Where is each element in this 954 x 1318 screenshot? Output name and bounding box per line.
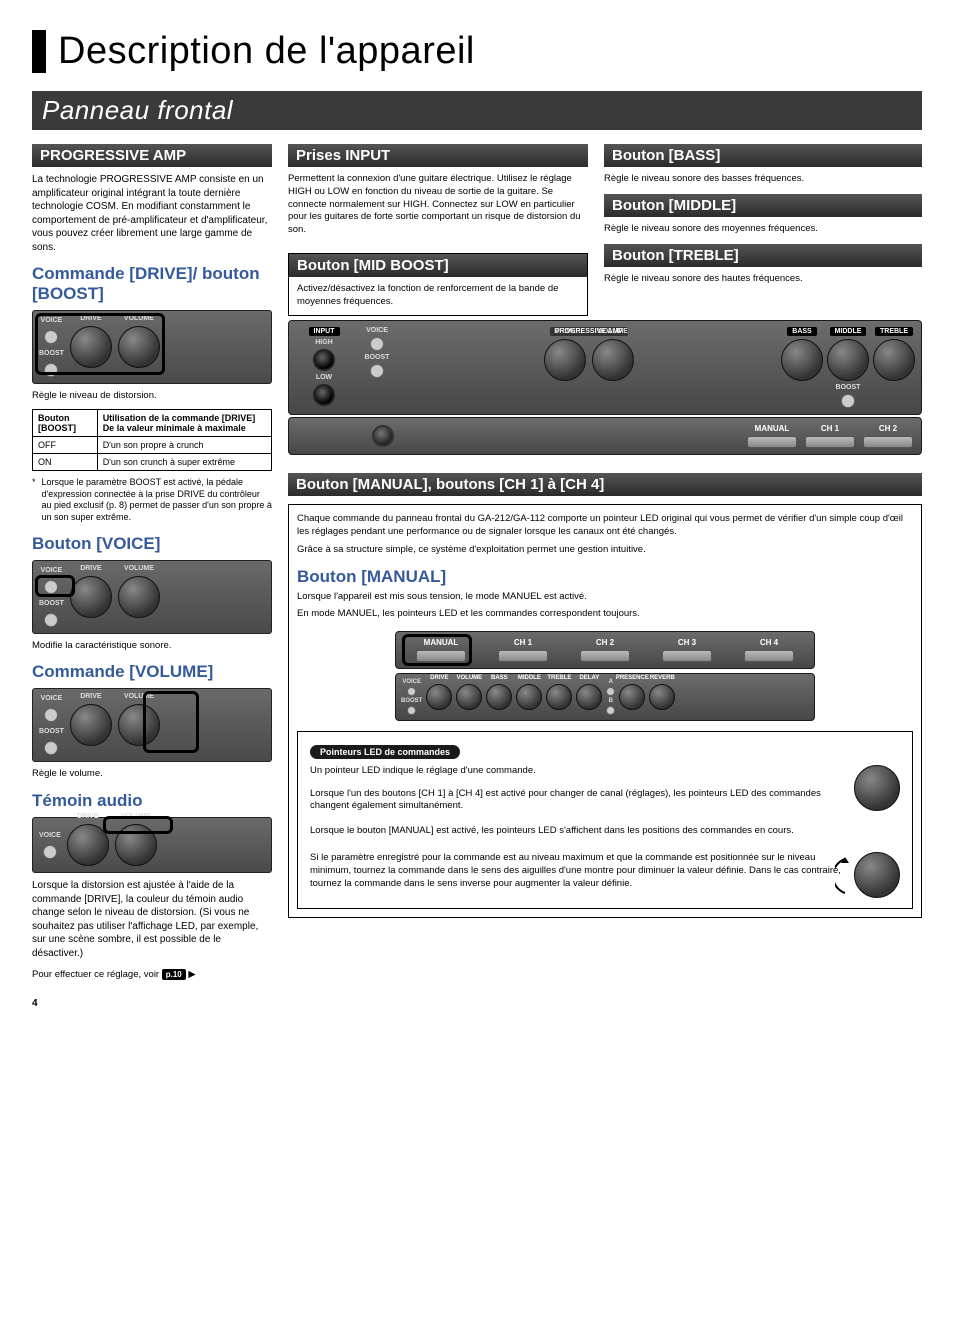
ch1-button-icon: [805, 436, 855, 448]
drive-knob-icon: DRIVE: [544, 339, 586, 381]
midboost-button-icon: [841, 394, 855, 408]
led-p4: Si le paramètre enregistré pour la comma…: [310, 852, 900, 890]
treble-body: Règle le niveau sonore des hautes fréque…: [604, 273, 922, 286]
volume-knob-icon: VOLUME: [592, 339, 634, 381]
drive-knob-icon: DRIVE: [70, 326, 112, 368]
audio-footer: Pour effectuer ce réglage, voir p.10 ▶: [32, 968, 272, 982]
heading-input: Prises INPUT: [288, 144, 588, 167]
table-row: ON D'un son crunch à super extrême: [33, 453, 272, 470]
volume-knob-icon: VOLUME: [118, 576, 160, 618]
boost-button-icon: [44, 613, 58, 627]
led-p3: Lorsque le bouton [MANUAL] est activé, l…: [310, 825, 900, 838]
led-pill: Pointeurs LED de commandes: [310, 745, 460, 759]
label-manual: MANUAL: [755, 424, 790, 433]
knob-rotate-illustration: [854, 852, 900, 898]
prog-amp-body: La technologie PROGRESSIVE AMP consiste …: [32, 173, 272, 254]
channel-buttons-illustration: MANUAL CH 1 CH 2: [395, 631, 815, 669]
channel-row-illustration: MANUAL CH 1 CH 2: [288, 417, 922, 455]
heading-bouton-manual: Bouton [MANUAL]: [297, 567, 913, 587]
label-voice: VOICE: [41, 317, 63, 324]
manual-p1: Lorsque l'appareil est mis sous tension,…: [297, 591, 913, 604]
heading-middle: Bouton [MIDDLE]: [604, 194, 922, 217]
heading-bass: Bouton [BASS]: [604, 144, 922, 167]
bass-knob-icon: [781, 339, 823, 381]
heading-temoin-audio: Témoin audio: [32, 791, 272, 811]
input-high-jack-icon: [313, 349, 335, 371]
volume-panel-illustration: VOICE BOOST DRIVE VOLUME: [32, 688, 272, 762]
boost-note: * Lorsque le paramètre BOOST est activé,…: [32, 477, 272, 524]
label-bass: BASS: [787, 327, 816, 336]
voice-button-icon: [44, 580, 58, 594]
section-banner: Panneau frontal: [32, 91, 922, 130]
drive-knob-icon: DRIVE: [70, 576, 112, 618]
manual-intro1: Chaque commande du panneau frontal du GA…: [297, 513, 913, 539]
voice-button-icon: [370, 337, 384, 351]
ch2-button-icon: [863, 436, 913, 448]
drive-caption: Règle le niveau de distorsion.: [32, 390, 272, 403]
boost-button-icon: [44, 363, 58, 377]
input-body: Permettent la connexion d'une guitare él…: [288, 173, 588, 237]
audio-panel-illustration: VOICE DRIVE VOLUME: [32, 817, 272, 873]
heading-progressive-amp: PROGRESSIVE AMP: [32, 144, 272, 167]
boost-table-head1: Bouton [BOOST]: [33, 409, 98, 436]
page-title: Description de l'appareil: [58, 30, 475, 73]
voice-panel-illustration: VOICE BOOST DRIVE VOLUME: [32, 560, 272, 634]
knob-led-illustration: [854, 765, 900, 811]
label-ch1: CH 1: [821, 424, 839, 433]
heading-treble: Bouton [TREBLE]: [604, 244, 922, 267]
label-boost: BOOST: [39, 350, 64, 357]
heading-volume: Commande [VOLUME]: [32, 662, 272, 682]
led-p1: Un pointeur LED indique le réglage d'une…: [310, 765, 900, 778]
heading-midboost: Bouton [MID BOOST]: [289, 254, 587, 277]
middle-knob-icon: [827, 339, 869, 381]
volume-caption: Règle le volume.: [32, 768, 272, 781]
manual-intro2: Grâce à sa structure simple, ce système …: [297, 544, 913, 557]
bass-body: Règle le niveau sonore des basses fréque…: [604, 173, 922, 186]
manual-button-icon: [416, 650, 466, 662]
hardware-panel-illustration: INPUT HIGH LOW VOICE BOOST PROGRESSIVE A…: [288, 320, 922, 415]
midboost-body: Activez/désactivez la fonction de renfor…: [289, 277, 587, 315]
mini-knob-panel-illustration: VOICE BOOST DRIVE VOLUME BASS MIDDLE TRE…: [395, 673, 815, 721]
volume-knob-icon: VOLUME: [118, 704, 160, 746]
boost-table-head2: Utilisation de la commande [DRIVE] De la…: [97, 409, 271, 436]
heading-manual-ch: Bouton [MANUAL], boutons [CH 1] à [CH 4]: [288, 473, 922, 496]
voice-caption: Modifie la caractéristique sonore.: [32, 640, 272, 653]
led-pointers-box: Pointeurs LED de commandes Un pointeur L…: [297, 731, 913, 909]
boost-table: Bouton [BOOST] Utilisation de la command…: [32, 409, 272, 471]
page-number: 4: [32, 998, 922, 1009]
input-low-jack-icon: [313, 384, 335, 406]
title-accent-bar: [32, 30, 46, 73]
led-p2: Lorsque l'un des boutons [CH 1] à [CH 4]…: [310, 788, 900, 814]
treble-knob-icon: [873, 339, 915, 381]
manual-p2: En mode MANUEL, les pointeurs LED et les…: [297, 608, 913, 621]
table-row: OFF D'un son propre à crunch: [33, 436, 272, 453]
drive-panel-illustration: VOICE BOOST DRIVE VOLUME: [32, 310, 272, 384]
label-treble: TREBLE: [875, 327, 913, 336]
heading-drive-boost: Commande [DRIVE]/ bouton [BOOST]: [32, 264, 272, 304]
label-ch2: CH 2: [879, 424, 897, 433]
page-ref: p.10: [162, 969, 186, 980]
boost-button-icon: [370, 364, 384, 378]
voice-button-icon: [44, 330, 58, 344]
drive-knob-icon: DRIVE: [70, 704, 112, 746]
label-middle: MIDDLE: [830, 327, 867, 336]
volume-knob-icon: VOLUME: [118, 326, 160, 368]
power-indicator-icon: [372, 425, 394, 447]
audio-body: Lorsque la distorsion est ajustée à l'ai…: [32, 879, 272, 960]
middle-body: Règle le niveau sonore des moyennes fréq…: [604, 223, 922, 236]
label-input: INPUT: [309, 327, 340, 336]
manual-button-icon: [747, 436, 797, 448]
heading-voice: Bouton [VOICE]: [32, 534, 272, 554]
